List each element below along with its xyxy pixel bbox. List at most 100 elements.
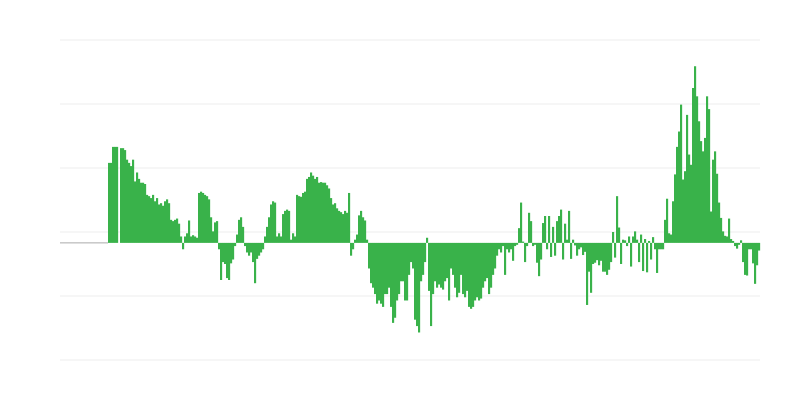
bar [338,210,341,243]
bar [178,223,181,243]
bar [540,242,543,260]
bar [154,201,157,243]
bar [458,242,461,293]
bar [366,239,369,243]
bar [398,242,401,295]
bar [430,242,433,327]
bar [608,242,611,270]
bar [262,242,265,250]
bar [148,196,151,243]
bar [450,242,453,269]
bar [576,242,579,256]
bar [688,154,691,243]
bar [644,239,647,243]
bar [158,204,161,243]
bar [684,171,687,243]
bar [596,242,599,261]
bar [174,219,177,243]
bar [678,131,681,243]
bar [186,233,189,243]
bar [282,214,285,243]
bar [404,242,407,301]
bar [620,242,623,264]
bar [348,192,351,243]
bar [528,212,531,243]
bar [570,242,573,259]
bar [400,242,403,282]
bar [266,226,269,243]
bar [478,242,481,301]
bar [600,242,603,261]
bar [482,242,485,288]
bar [228,242,231,280]
bar [518,228,521,243]
bar [402,242,405,282]
bar [126,159,129,243]
bar [606,242,609,275]
bar [490,242,493,288]
gridlines [60,39,760,361]
bar [690,164,693,243]
bar [492,242,495,275]
bar [330,198,333,243]
bar [144,184,147,243]
bar [334,203,337,243]
bar [152,194,155,243]
bar [530,221,533,243]
bar [164,201,167,243]
bar [584,242,587,252]
bar [252,242,255,263]
bar [704,137,707,243]
bar [438,242,441,285]
bar [318,182,321,243]
bar [336,208,339,243]
bar [410,242,413,263]
bar [574,242,577,246]
bar [170,219,173,243]
bar [346,212,349,243]
bar [214,222,217,243]
bar [446,242,449,279]
bar [332,204,335,243]
bar [524,242,527,263]
bar [320,182,323,243]
bar [648,240,651,243]
bar [230,242,233,264]
bar [454,242,457,288]
bar [676,146,679,243]
bar [384,242,387,295]
bar [176,218,179,243]
bar [630,242,633,267]
bar [198,192,201,243]
bar [456,242,459,298]
bar [498,242,501,250]
bar [288,210,291,243]
bar [324,182,327,243]
bar [634,231,637,243]
bar [460,242,463,275]
bar [536,242,539,263]
bar [308,176,311,243]
bar [160,203,163,243]
bar [120,148,123,243]
bar [544,216,547,243]
bar [256,242,259,259]
bar [504,242,507,275]
bar [182,242,185,250]
bar [260,242,263,253]
bar [514,242,517,247]
bar [140,182,143,243]
bar [232,242,235,260]
bar [754,242,757,284]
bar [538,242,541,277]
bar [650,242,653,260]
bar [382,242,385,307]
bar [706,96,709,243]
bar [416,242,419,327]
bar [276,236,279,243]
bar [270,204,273,243]
bar [472,242,475,307]
bar [694,66,697,243]
bar [624,240,627,243]
bar [168,203,171,243]
